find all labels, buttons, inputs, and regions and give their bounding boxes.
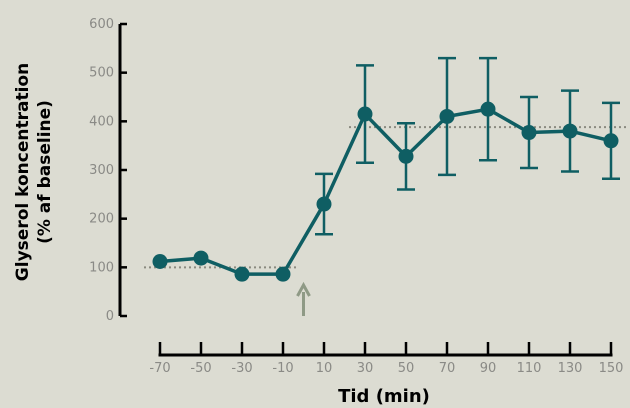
arrow-head: [296, 281, 311, 297]
data-point: [316, 196, 332, 212]
data-point: [439, 108, 455, 124]
y-axis: 0 100 200 300 400 500 600: [89, 17, 127, 324]
data-point: [275, 266, 291, 282]
x-tick-label: 150: [599, 361, 624, 376]
x-axis-title: Tid (min): [338, 386, 430, 407]
data-point: [357, 106, 373, 122]
x-tick-label: 10: [316, 361, 333, 376]
x-tick-label: -30: [231, 361, 252, 376]
x-axis: -70 -50 -30 -10 10 30 50 70 90 110 130 150: [149, 342, 623, 376]
data-point: [562, 123, 578, 139]
x-tick-label: 50: [398, 361, 415, 376]
x-tick-label: -50: [190, 361, 211, 376]
data-point: [603, 133, 619, 149]
reference-lines: [144, 126, 627, 269]
x-tick-label: -70: [149, 361, 170, 376]
y-axis-title-line1: Glyserol koncentration: [13, 63, 33, 281]
y-tick-label: 600: [89, 17, 114, 32]
y-tick-label: 300: [89, 163, 114, 178]
series-mean: [152, 56, 620, 282]
x-tick-label: 70: [439, 361, 456, 376]
data-point: [152, 253, 168, 269]
data-point: [521, 125, 537, 141]
stimulus-arrow: [296, 281, 311, 316]
data-point: [193, 250, 209, 266]
y-axis-title-line2: (% af baseline): [35, 100, 55, 244]
y-tick-label: 200: [89, 212, 114, 227]
data-point: [398, 148, 414, 164]
y-tick-label: 0: [106, 309, 114, 324]
x-tick-label: 130: [558, 361, 583, 376]
x-tick-label: -10: [272, 361, 293, 376]
y-tick-label: 400: [89, 114, 114, 129]
y-tick-label: 500: [89, 66, 114, 81]
x-tick-label: 110: [517, 361, 542, 376]
x-tick-label: 90: [480, 361, 497, 376]
data-point: [234, 266, 250, 282]
x-tick-label: 30: [357, 361, 374, 376]
y-tick-label: 100: [89, 260, 114, 275]
data-point: [480, 101, 496, 117]
